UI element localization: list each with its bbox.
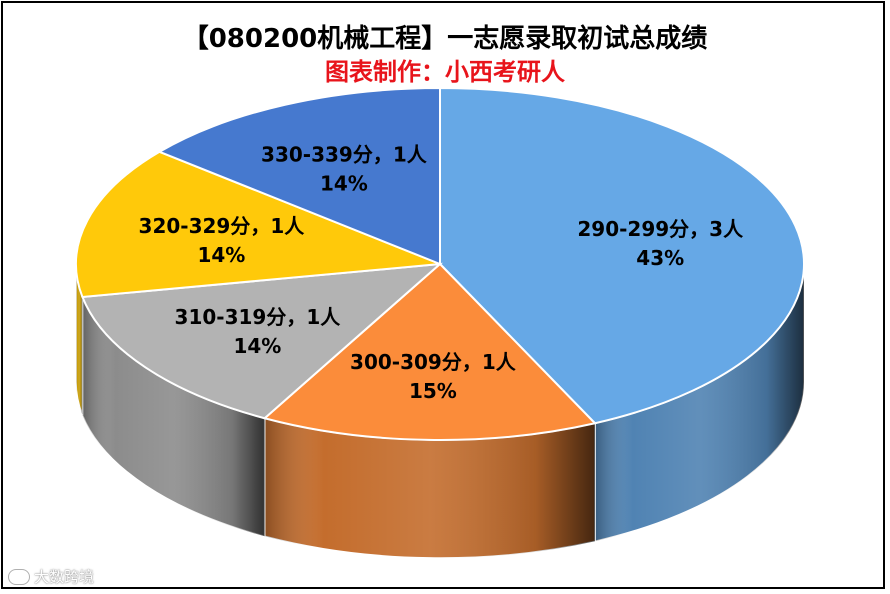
- pie-slice-2: [81, 262, 443, 420]
- pie-top-faces: [75, 86, 805, 441]
- slice-percent-0: 43%: [636, 246, 684, 270]
- slice-percent-1: 15%: [409, 379, 457, 403]
- watermark: 大数跨境: [8, 566, 94, 587]
- pie-slice-0: [439, 86, 805, 425]
- watermark-logo-icon: [8, 568, 30, 585]
- slice-label-1: 300-309分，1人: [350, 350, 517, 374]
- slice-label-2: 310-319分，1人: [175, 305, 342, 329]
- pie-slice-1: [262, 262, 597, 441]
- slice-percent-2: 14%: [233, 334, 281, 358]
- pie-slice-4: [157, 86, 441, 266]
- slice-percent-3: 14%: [197, 243, 245, 267]
- pie-side-walls: [75, 263, 805, 559]
- pie-slice-3: [75, 150, 441, 299]
- slice-percent-4: 14%: [320, 171, 368, 195]
- pie-labels: 290-299分，3人 43% 300-309分，1人 15% 310-319分，1人 1…: [139, 142, 745, 403]
- pie-side-shade-1: [264, 418, 595, 558]
- pie-side-shade-0: [594, 264, 804, 542]
- slice-label-0: 290-299分，3人: [577, 217, 744, 241]
- chart-title: 【080200机械工程】一志愿录取初试总成绩: [182, 24, 708, 54]
- watermark-text: 大数跨境: [34, 568, 95, 586]
- pie-side-shade-2: [82, 296, 265, 537]
- pie-side-shade-3: [76, 264, 83, 415]
- slice-label-4: 330-339分，1人: [261, 142, 428, 166]
- slice-label-3: 320-329分，1人: [139, 214, 306, 238]
- chart-subtitle: 图表制作：小西考研人: [325, 58, 565, 86]
